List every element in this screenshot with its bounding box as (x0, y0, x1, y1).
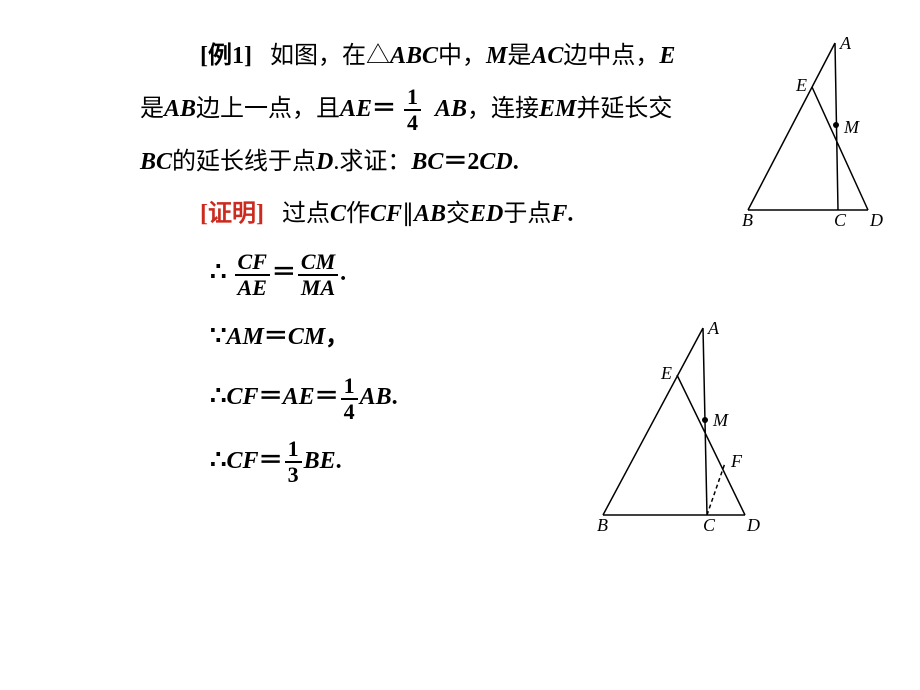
abc: ABC (390, 43, 438, 69)
eq: ＝ (372, 96, 396, 122)
ab: AB (164, 96, 196, 122)
eq: ＝ (264, 324, 288, 350)
period: . (336, 448, 342, 474)
text: 是 (140, 96, 164, 122)
den: 3 (285, 461, 302, 486)
c: C (330, 201, 346, 227)
num: 1 (285, 438, 302, 461)
text: 如图，在△ (270, 43, 390, 69)
svg-text:M: M (843, 117, 860, 137)
svg-text:E: E (795, 75, 807, 95)
ac: AC (531, 43, 563, 69)
example-label: [例1] (200, 43, 252, 69)
am: AM (227, 324, 264, 350)
therefore-symbol: ∴ (210, 381, 227, 410)
text: ，连接 (467, 96, 539, 122)
den: MA (298, 274, 338, 299)
text: 的延长线于点 (172, 149, 316, 175)
num: 1 (341, 375, 358, 398)
eq: ＝ (443, 149, 467, 175)
proof-step-3: ∴CF＝AE＝ 1 4 AB. (210, 373, 880, 422)
text: 作 (346, 201, 370, 227)
den: 4 (404, 109, 421, 134)
therefore-symbol: ∴ (210, 257, 227, 286)
svg-text:A: A (839, 35, 852, 53)
proof-step-2: ∵AM＝CM， (210, 313, 880, 360)
svg-text:A: A (707, 320, 720, 338)
d: D (316, 149, 333, 175)
den: 4 (341, 398, 358, 423)
cf: CF (227, 384, 259, 410)
m: M (486, 43, 507, 69)
f: F (551, 201, 567, 227)
fraction-1-4: 1 4 (404, 86, 421, 134)
text: 边中点， (563, 43, 659, 69)
period: . (567, 201, 573, 227)
text: .求证： (333, 149, 411, 175)
ae: AE (283, 384, 315, 410)
den: AE (235, 274, 270, 299)
cf: CF (227, 448, 259, 474)
text: 交 (446, 201, 470, 227)
comma: ， (325, 324, 349, 350)
svg-text:M: M (712, 410, 729, 430)
text: 并延长交 (576, 96, 672, 122)
em: EM (539, 96, 576, 122)
svg-text:C: C (834, 210, 847, 230)
proof-step-4: ∴CF＝ 1 3 BE. (210, 437, 880, 486)
cm: CM (288, 324, 325, 350)
period: . (513, 149, 519, 175)
cd: CD (479, 149, 512, 175)
svg-text:C: C (703, 515, 716, 535)
proof-step-1: ∴ CF AE ＝ CM MA . (210, 249, 880, 298)
eq: ＝ (315, 384, 339, 410)
bc: BC (411, 149, 443, 175)
svg-text:D: D (746, 515, 760, 535)
ed: ED (470, 201, 503, 227)
fraction-1-3: 1 3 (285, 438, 302, 486)
proof-label: [证明] (200, 201, 264, 227)
ab: AB (360, 384, 392, 410)
therefore-symbol: ∴ (210, 445, 227, 474)
num: 1 (404, 86, 421, 109)
triangle-diagram-2: A B C D M E F (595, 320, 770, 540)
svg-text:D: D (869, 210, 883, 230)
period: . (392, 384, 398, 410)
two: 2 (467, 149, 479, 175)
parallel: ∥ (402, 201, 414, 227)
text: 中， (438, 43, 486, 69)
fraction-cm-ma: CM MA (298, 251, 338, 299)
text: 是 (507, 43, 531, 69)
text: 于点 (503, 201, 551, 227)
period: . (340, 260, 346, 286)
num: CF (235, 251, 270, 274)
be: BE (304, 448, 336, 474)
svg-text:B: B (597, 515, 608, 535)
text: 边上一点，且 (196, 96, 340, 122)
cf: CF (370, 201, 402, 227)
svg-text:E: E (660, 363, 672, 383)
svg-text:B: B (742, 210, 753, 230)
ab: AB (414, 201, 446, 227)
proof-block: ∴ CF AE ＝ CM MA . ∵AM＝CM， ∴CF＝AE＝ 1 4 AB… (210, 249, 880, 486)
eq: ＝ (272, 260, 296, 286)
fraction-cf-ae: CF AE (235, 251, 270, 299)
bc: BC (140, 149, 172, 175)
text: 过点 (282, 201, 330, 227)
fraction-1-4b: 1 4 (341, 375, 358, 423)
e: E (659, 43, 675, 69)
triangle-diagram-1: A B C D M E (740, 35, 890, 235)
eq: ＝ (259, 448, 283, 474)
svg-text:F: F (730, 451, 743, 471)
ae: AE (340, 96, 372, 122)
num: CM (298, 251, 338, 274)
eq: ＝ (259, 384, 283, 410)
ab: AB (435, 96, 467, 122)
because-symbol: ∵ (210, 321, 227, 350)
